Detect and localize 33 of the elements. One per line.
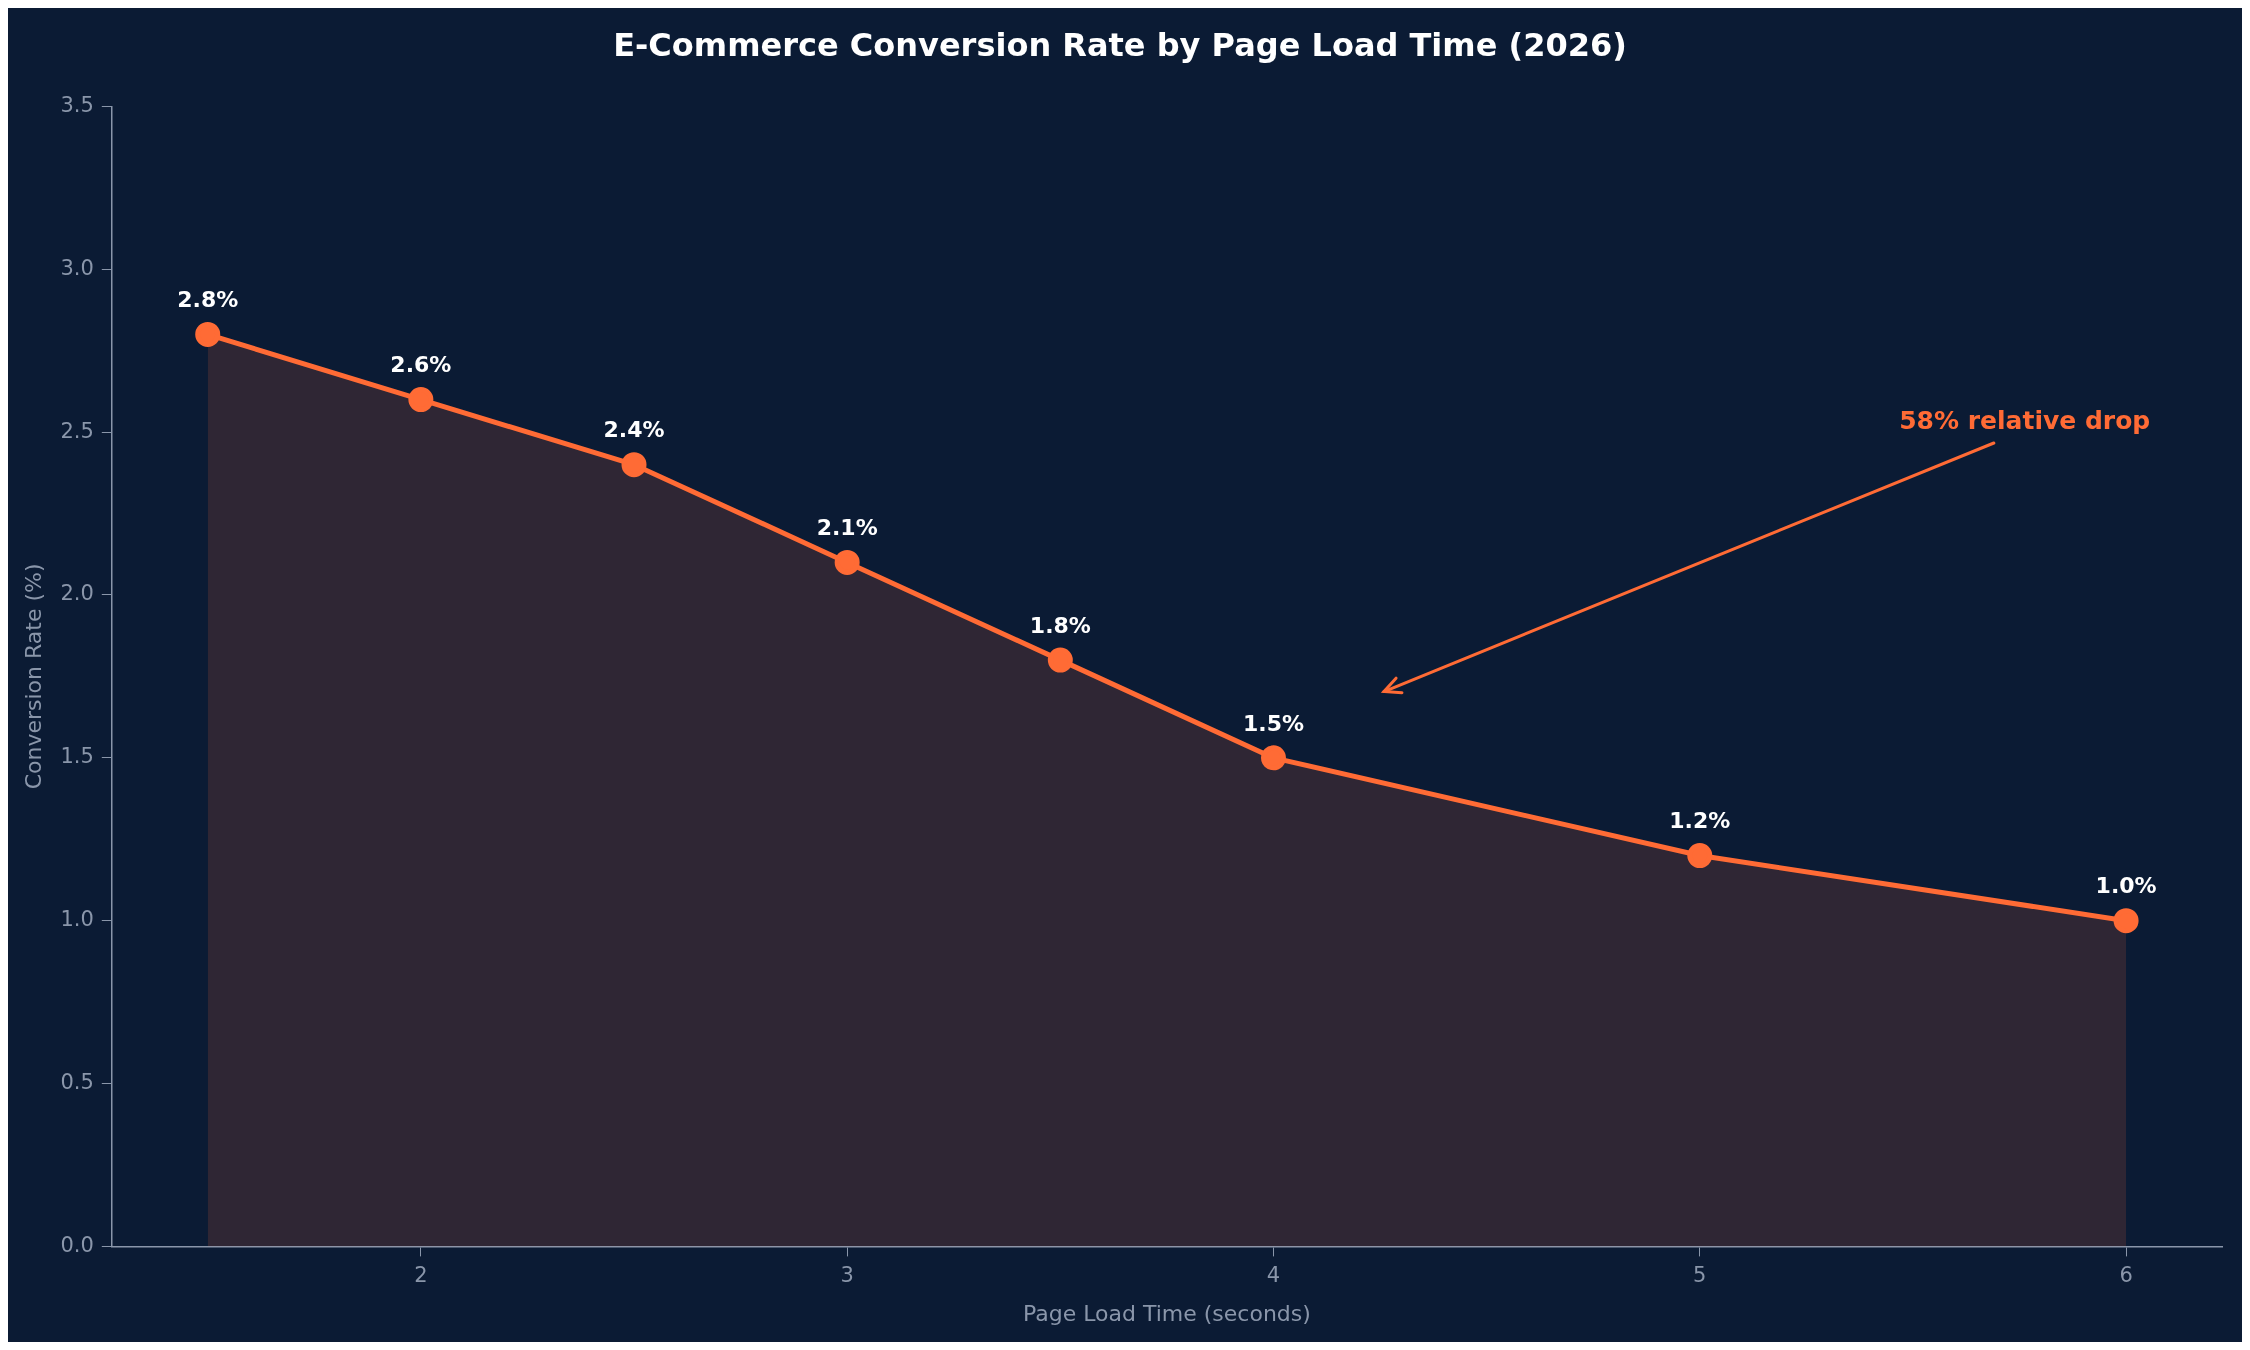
- x-axis-title: Page Load Time (seconds): [1022, 1300, 1311, 1326]
- point: [2113, 908, 2139, 934]
- y-axis-title: Conversion Rate (%): [20, 563, 46, 790]
- y-tick-label: 0.5: [60, 1070, 94, 1094]
- point: [621, 452, 647, 478]
- point: [408, 387, 434, 413]
- point: [195, 321, 221, 347]
- data-label: 2.4%: [603, 417, 665, 443]
- annotation: 58% relative drop: [1899, 405, 2151, 435]
- data-label: 2.6%: [390, 352, 452, 378]
- point: [1047, 647, 1073, 673]
- data-label: 1.8%: [1029, 612, 1091, 638]
- data-label: 2.8%: [177, 287, 239, 313]
- y-tick-label: 3.5: [60, 92, 94, 117]
- y-tick-label: 1.5: [60, 744, 94, 769]
- data-label: 2.1%: [816, 515, 878, 541]
- y-tick-label: 3.0: [60, 255, 94, 280]
- point: [1260, 745, 1286, 771]
- y-tick-label: 0.0: [60, 1232, 94, 1257]
- x-tick-label: 4: [1266, 1263, 1281, 1288]
- data-label: 1.5%: [1242, 710, 1304, 736]
- x-tick-label: 5: [1693, 1263, 1707, 1288]
- x-tick-label: 6: [2119, 1263, 2133, 1288]
- y-tick-label: 2.5: [60, 418, 94, 443]
- data-label: 1.0%: [2095, 873, 2157, 899]
- data-label: 1.2%: [1669, 808, 1731, 834]
- x-tick-label: 3: [840, 1263, 854, 1288]
- y-tick-label: 1.0: [60, 907, 94, 932]
- point: [834, 549, 860, 575]
- point: [1687, 843, 1713, 869]
- y-tick-label: 2.0: [60, 581, 94, 606]
- x-tick-label: 2: [414, 1263, 428, 1288]
- chart-title: E-Commerce Conversion Rate by Page Load Time (2026): [613, 25, 1627, 64]
